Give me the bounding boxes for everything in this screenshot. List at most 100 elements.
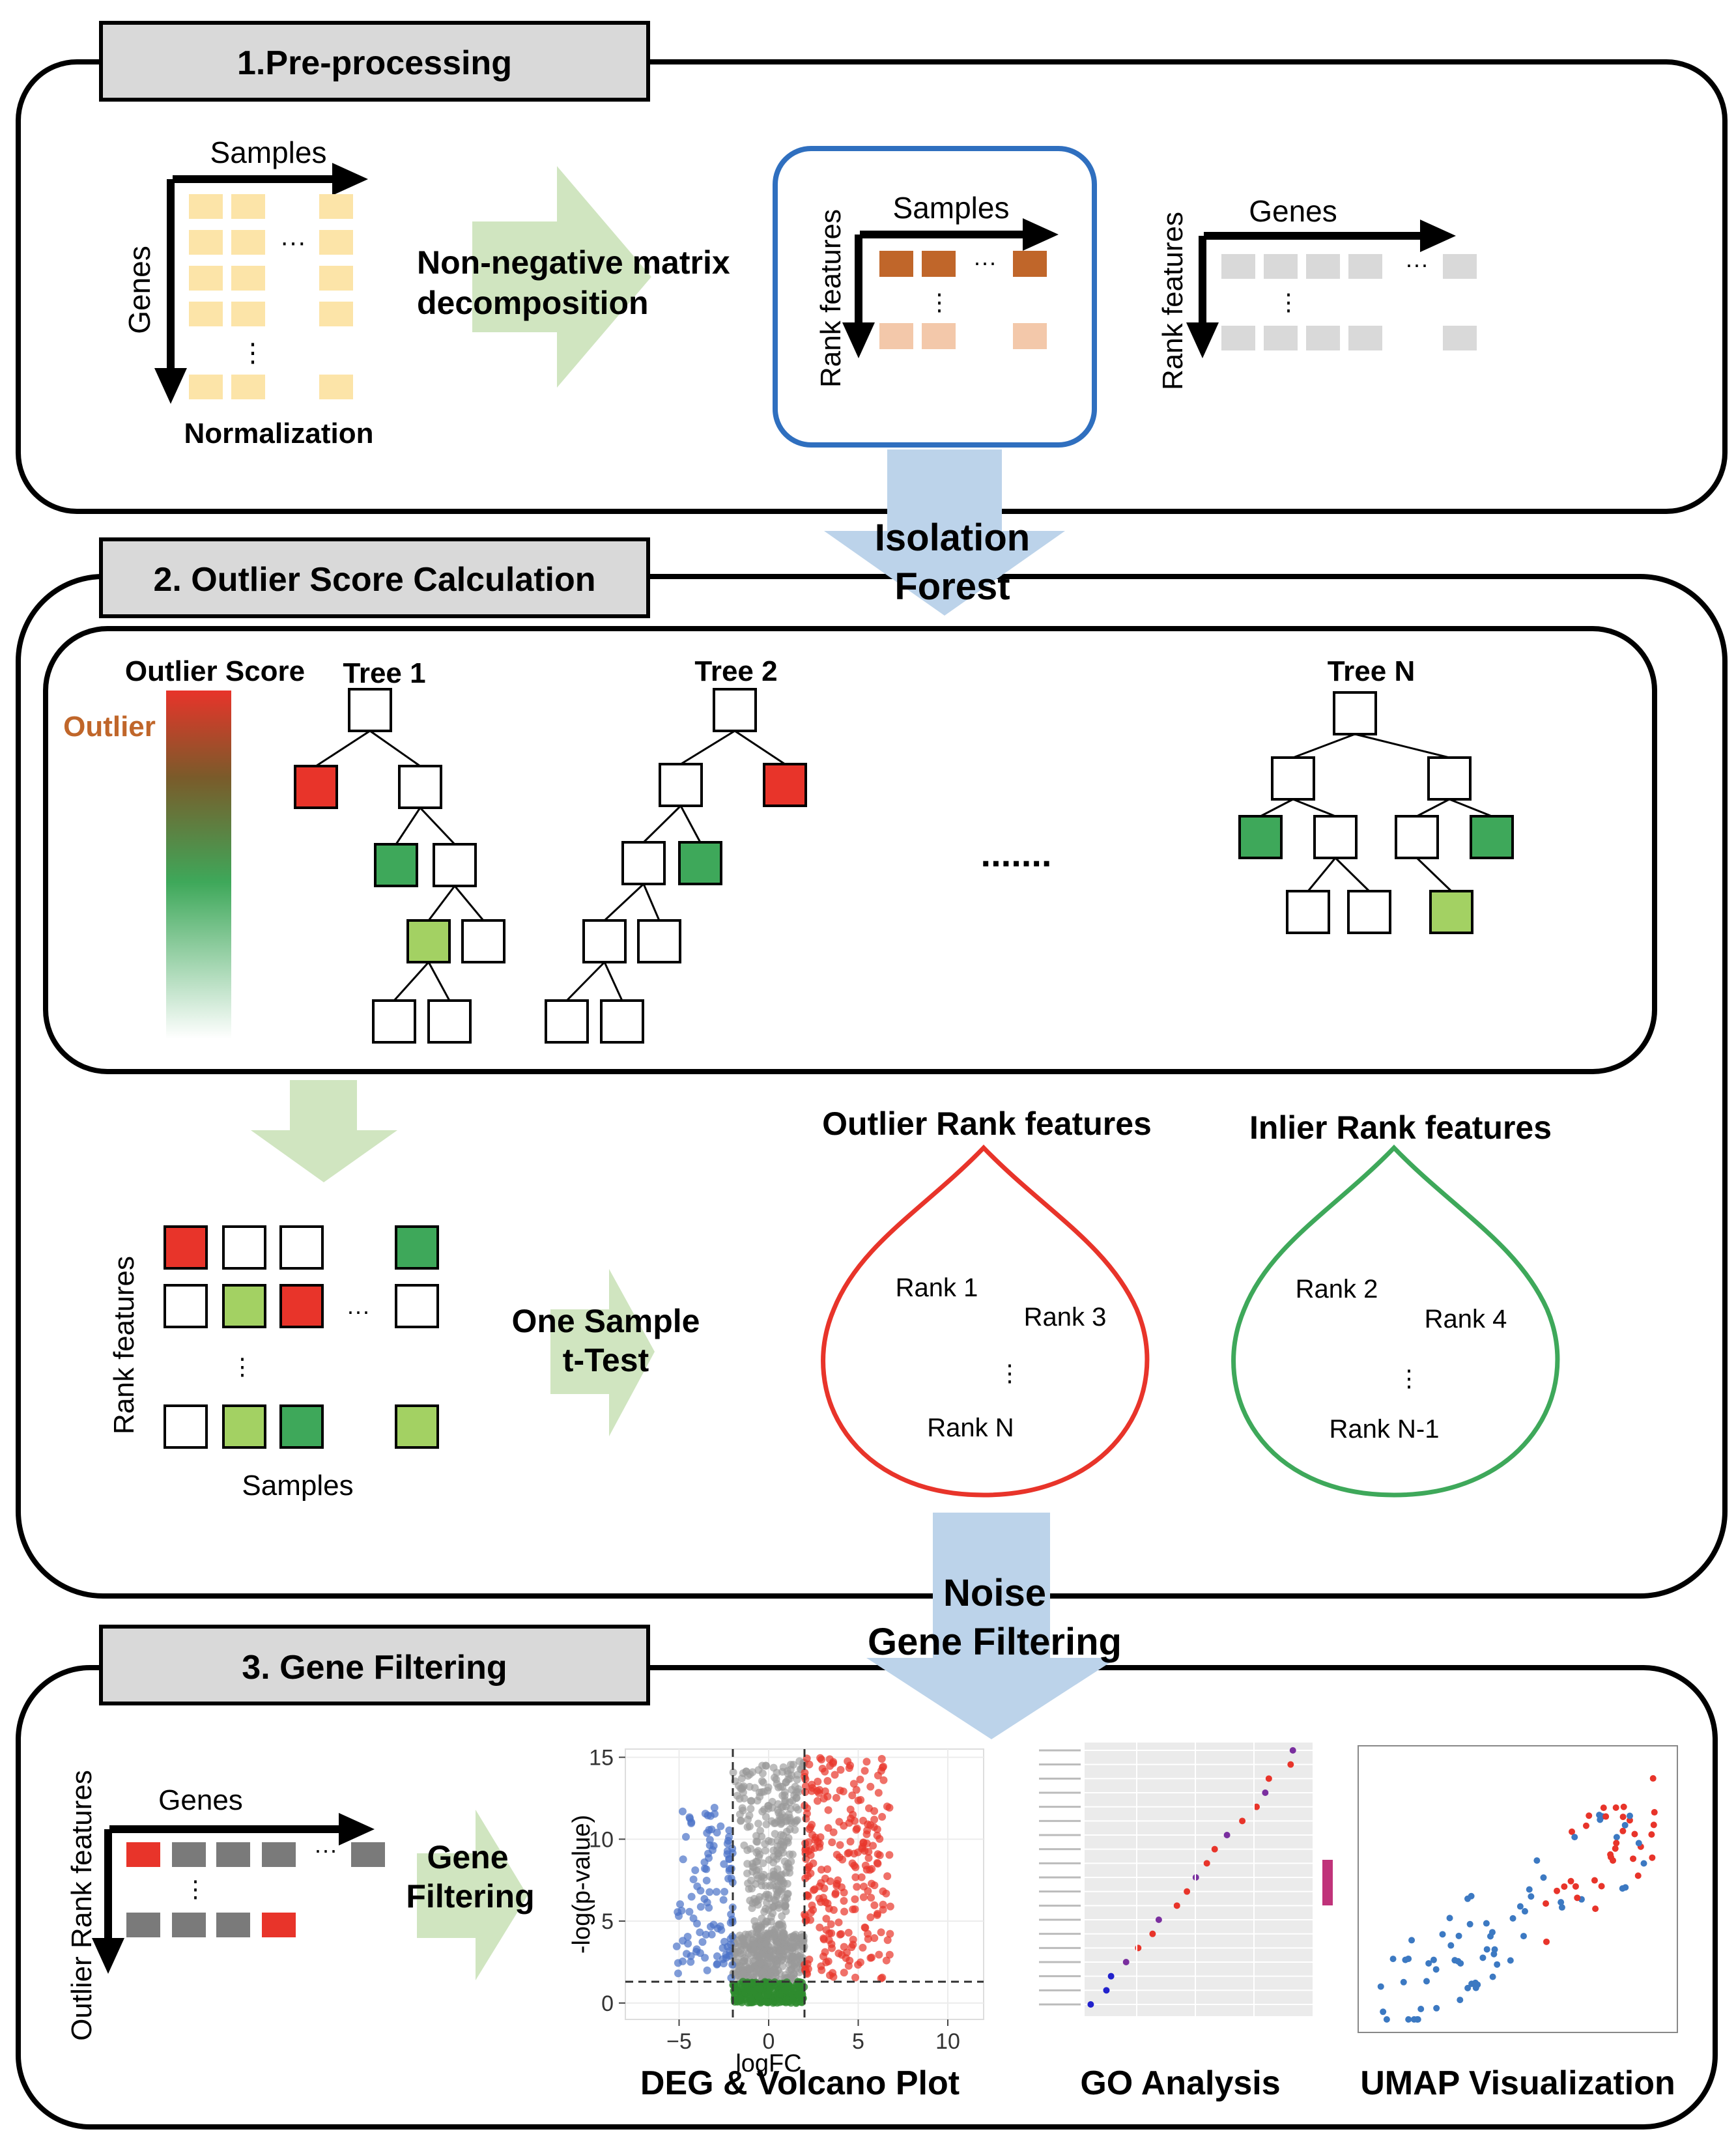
volcano-point (775, 1808, 783, 1817)
volcano-point (681, 1832, 690, 1841)
umap-point (1509, 1915, 1516, 1922)
umap-point (1612, 1804, 1619, 1811)
volcano-point (692, 1945, 701, 1954)
volcano-point (883, 1802, 891, 1811)
volcano-point (819, 1934, 828, 1943)
umap-point (1619, 1814, 1627, 1821)
matrix-y-label: Genes (122, 246, 156, 334)
volcano-point (859, 1843, 867, 1851)
trees-box (43, 626, 1657, 1074)
umap-point (1405, 2016, 1412, 2023)
umap-point (1488, 1929, 1496, 1936)
volcano-point (756, 1950, 765, 1959)
tree-node (582, 919, 627, 963)
volcano-point (840, 1969, 848, 1977)
x-tick-label: 0 (763, 2029, 775, 2054)
volcano-point (779, 1932, 788, 1941)
volcano-point (758, 1881, 766, 1890)
outlier-rank-title: Outlier Rank features (822, 1105, 1152, 1142)
tree-edge (642, 805, 682, 844)
umap-point (1598, 1883, 1605, 1890)
outlier-label: Outlier (63, 711, 156, 743)
volcano-point (696, 1903, 705, 1911)
umap-point (1592, 1905, 1599, 1913)
volcano-point (702, 1876, 711, 1885)
expression-cell (189, 266, 223, 291)
volcano-point (778, 1782, 787, 1791)
umap-point (1554, 1887, 1561, 1894)
volcano-point (875, 1851, 884, 1860)
volcano-point (864, 1887, 872, 1895)
umap-point (1457, 1997, 1464, 2004)
volcano-point (861, 1923, 869, 1931)
volcano-point (793, 1794, 801, 1802)
volcano-point (767, 1913, 775, 1921)
volcano-point (857, 1795, 865, 1804)
volcano-point (781, 1902, 790, 1910)
tree-node (1313, 815, 1358, 859)
umap-point (1516, 1903, 1524, 1910)
volcano-point (870, 1934, 879, 1943)
tree-node (294, 765, 338, 809)
volcano-point (821, 1767, 829, 1776)
volcano-point (762, 1998, 771, 2006)
volcano-point (804, 1872, 812, 1880)
umap-point (1569, 1828, 1576, 1835)
go-point (1239, 1817, 1246, 1825)
volcano-point (687, 1958, 695, 1966)
volcano-point (705, 1836, 714, 1844)
go-point (1184, 1888, 1191, 1895)
tree-node (1347, 890, 1391, 934)
nmf-label-1: Non-negative matrix (417, 244, 730, 281)
matrix-ellipsis-h: ··· (280, 228, 306, 257)
volcano-point (739, 1788, 747, 1797)
volcano-point (756, 1933, 764, 1941)
tree-edge (565, 961, 606, 1002)
volcano-caption: DEG & Volcano Plot (640, 2064, 960, 2102)
gene-cell (126, 1842, 160, 1867)
volcano-point (838, 1950, 846, 1959)
volcano-point (793, 1771, 802, 1779)
ttest-label-2: t-Test (563, 1342, 649, 1378)
volcano-y-label: -log(p-value) (568, 1815, 595, 1954)
volcano-plot: −5 0 5 10 0 5 10 15 logFC -log(p-value) (568, 1746, 984, 2077)
volcano-point (811, 1836, 819, 1844)
expression-cell (319, 194, 353, 219)
h-matrix-cell (1221, 254, 1255, 279)
volcano-point (725, 1866, 733, 1875)
tree-node (545, 999, 589, 1044)
volcano-point (768, 1797, 776, 1806)
volcano-point (836, 1765, 845, 1774)
h-matrix-cell (1264, 254, 1298, 279)
volcano-point (773, 1890, 781, 1899)
go-point (1262, 1789, 1269, 1796)
umap-point (1380, 2008, 1387, 2016)
volcano-point (852, 1786, 861, 1794)
volcano-point (791, 1782, 799, 1791)
score-cell (222, 1404, 266, 1449)
umap-point (1635, 1840, 1642, 1847)
h-matrix-cell (1443, 254, 1477, 279)
volcano-point (864, 1935, 872, 1943)
volcano-point (778, 1884, 787, 1892)
go-point (1211, 1845, 1218, 1853)
go-point (1087, 2001, 1094, 2008)
go-analysis-plot (1039, 1743, 1333, 2016)
umap-point (1520, 1933, 1527, 1940)
go-point (1223, 1832, 1231, 1838)
volcano-point (717, 1926, 726, 1934)
gene-mat-y-label: Outlier Rank features (66, 1770, 98, 2041)
volcano-point (750, 1945, 758, 1954)
volcano-point (873, 1831, 881, 1840)
score-mat-y-label: Rank features (108, 1256, 140, 1434)
umap-point (1620, 1803, 1627, 1810)
tree-node (1271, 756, 1315, 801)
noise-filter-arrow (866, 1513, 1117, 1739)
volcano-point (740, 1841, 748, 1849)
volcano-point (836, 1930, 844, 1939)
volcano-point (851, 1973, 860, 1982)
outlier-score-bar (166, 691, 231, 1039)
umap-point (1613, 1834, 1620, 1841)
tree-edge (603, 883, 645, 922)
tree-edge (453, 885, 485, 921)
